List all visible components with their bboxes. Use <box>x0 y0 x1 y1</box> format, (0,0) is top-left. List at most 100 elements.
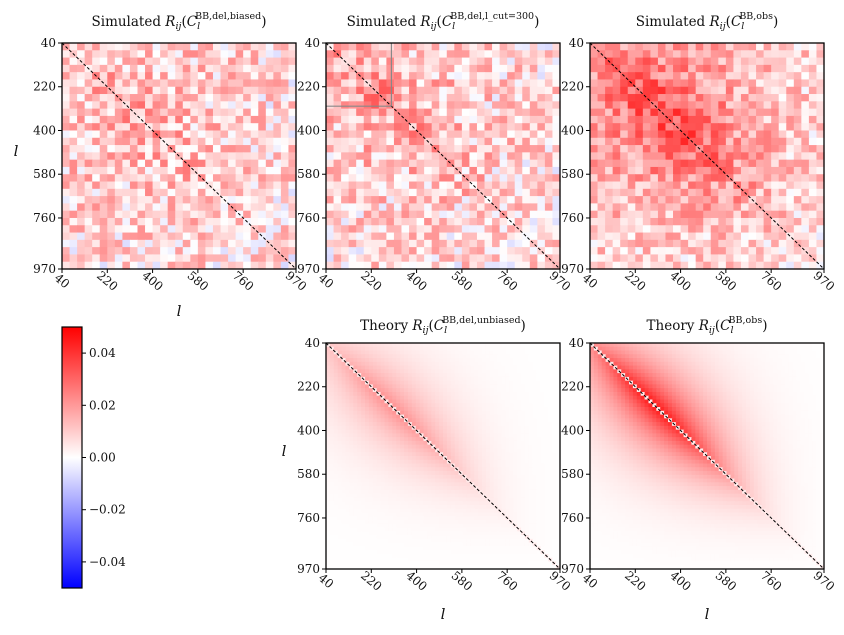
heat-cell <box>361 361 366 367</box>
heat-cell <box>536 456 542 461</box>
heat-cell <box>485 407 491 412</box>
heat-cell <box>482 433 487 438</box>
heat-cell <box>507 94 516 102</box>
heat-cell <box>250 94 259 102</box>
heat-cell <box>431 94 440 102</box>
heat-cell <box>458 388 464 393</box>
heat-cell <box>474 459 479 465</box>
heat-cell <box>478 395 483 401</box>
heat-cell <box>461 217 471 226</box>
heat-cell <box>544 391 549 397</box>
heat-cell <box>435 376 440 382</box>
heat-cell <box>514 166 523 175</box>
heat-cell <box>152 196 161 204</box>
heat-cell <box>372 422 378 427</box>
heat-cell <box>368 388 374 393</box>
heat-cell <box>808 247 818 256</box>
heat-cell <box>522 50 531 59</box>
heat-cell <box>392 448 397 453</box>
heat-cell <box>552 247 561 256</box>
heat-cell <box>197 188 207 197</box>
heat-cell <box>524 418 530 423</box>
heat-cell <box>326 407 331 412</box>
heat-cell <box>349 418 354 423</box>
heat-cell <box>435 433 440 438</box>
heat-cell <box>458 365 464 370</box>
heat-cell <box>137 79 146 88</box>
heat-cell <box>439 188 448 197</box>
heat-cell <box>514 43 523 51</box>
heat-cell <box>197 86 207 95</box>
heat-cell <box>182 130 191 139</box>
heat-cell <box>439 437 444 442</box>
heat-cell <box>431 64 440 73</box>
heat-cell <box>431 123 440 132</box>
heat-cell <box>114 152 123 161</box>
heat-cell <box>273 232 282 241</box>
heat-cell <box>235 94 244 102</box>
heat-cell <box>329 376 335 382</box>
heat-cell <box>341 261 350 270</box>
heat-cell <box>529 86 538 95</box>
heat-cell <box>771 64 780 73</box>
heat-cell <box>778 64 787 73</box>
heat-cell <box>446 410 452 416</box>
heat-cell <box>92 123 101 132</box>
heat-cell <box>329 361 335 367</box>
heat-cell <box>423 459 428 465</box>
heat-cell <box>365 343 370 348</box>
heat-cell <box>725 72 735 81</box>
heat-cell <box>363 130 372 139</box>
heat-cell <box>446 166 455 175</box>
heat-cell <box>748 159 757 168</box>
heat-cell <box>482 418 487 423</box>
heat-cell <box>333 422 339 427</box>
heat-cell <box>416 137 425 146</box>
heat-cell <box>544 159 554 168</box>
heat-cell <box>497 395 503 401</box>
heat-cell <box>69 232 78 241</box>
heat-cell <box>220 94 229 102</box>
heat-cell <box>197 232 207 241</box>
panel-title-sim-del-biased: Simulated Rij(ClBB,del,biased) <box>92 11 267 32</box>
heat-cell <box>524 433 530 438</box>
heat-cell <box>665 64 674 73</box>
heat-cell <box>501 376 506 382</box>
heat-cell <box>461 159 471 168</box>
heat-cell <box>431 79 440 88</box>
heat-cell <box>435 365 440 370</box>
heat-cell <box>492 72 501 81</box>
heat-cell <box>137 64 146 73</box>
heat-cell <box>808 254 818 263</box>
heat-cell <box>493 456 499 461</box>
heat-cell <box>368 410 374 416</box>
heat-cell <box>137 181 146 190</box>
heat-cell <box>409 72 418 81</box>
heat-cell <box>409 254 418 263</box>
heat-cell <box>365 395 370 401</box>
heat-cell <box>423 452 428 457</box>
heat-cell <box>497 410 503 416</box>
heat-cell <box>329 414 335 419</box>
heat-cell <box>718 232 727 241</box>
heat-cell <box>605 43 614 51</box>
heat-cell <box>665 254 674 263</box>
heat-cell <box>411 358 417 363</box>
heat-cell <box>99 210 108 219</box>
heat-cell <box>529 145 538 153</box>
heat-cell <box>710 72 719 81</box>
heat-cell <box>356 239 365 248</box>
heat-cell <box>532 361 538 367</box>
heat-cell <box>372 384 378 389</box>
heat-cell <box>476 137 486 146</box>
heat-cell <box>368 358 374 363</box>
heat-cell <box>288 254 297 263</box>
heat-cell <box>733 210 742 219</box>
heat-cell <box>326 467 331 472</box>
heat-cell <box>190 159 199 168</box>
heat-cell <box>205 152 214 161</box>
heat-cell <box>84 166 93 175</box>
heat-cell <box>265 123 274 132</box>
heat-cell <box>650 94 659 102</box>
heat-cell <box>280 50 290 59</box>
